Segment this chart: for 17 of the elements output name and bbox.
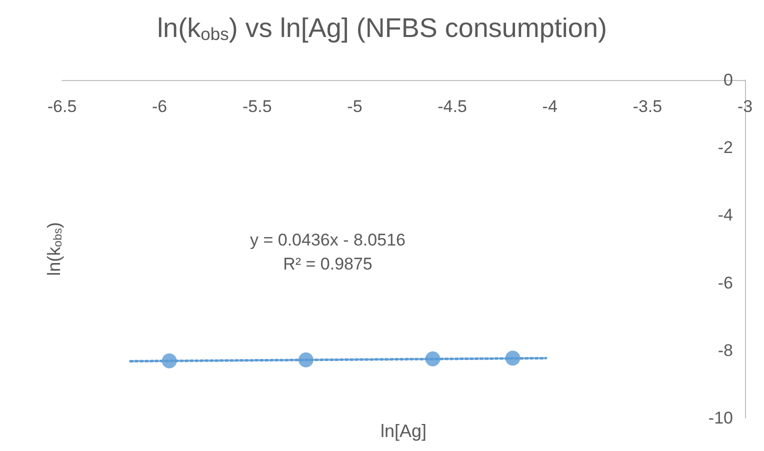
y-tick-label: 0 <box>724 70 733 90</box>
y-tick-label: -6 <box>718 273 733 292</box>
x-axis-title: ln[Ag] <box>380 421 427 441</box>
x-tick-label: -3 <box>737 97 753 116</box>
x-tick-label: -4.5 <box>438 97 467 116</box>
x-tick-label: -5 <box>347 97 362 116</box>
y-axis-title: ln(kobs) <box>44 222 65 276</box>
x-tick-label: -5.5 <box>242 97 272 116</box>
x-tick-label: -4 <box>542 97 558 116</box>
x-tick-label: -6.5 <box>47 97 77 116</box>
y-tick-label: -8 <box>718 340 733 360</box>
x-tick-label: -6 <box>152 97 168 116</box>
y-tick-label: -2 <box>718 138 733 158</box>
y-tick-label: -4 <box>718 206 733 225</box>
annotation: y = 0.0436x - 8.0516 R² = 0.9875 <box>250 230 406 274</box>
y-tick-label: -10 <box>708 408 733 428</box>
x-tick-label: -3.5 <box>632 97 662 116</box>
